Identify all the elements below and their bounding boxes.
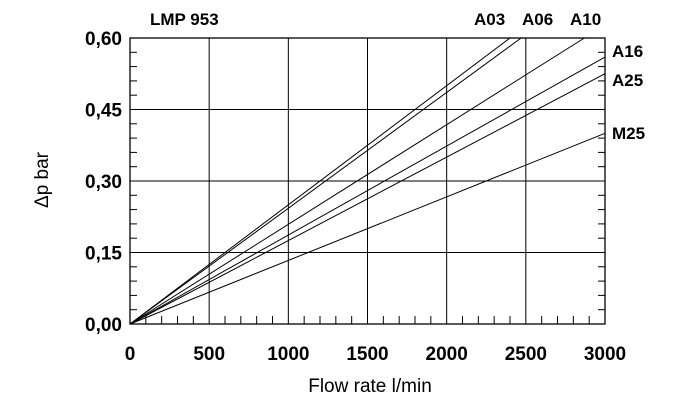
x-tick-label: 1000	[267, 344, 309, 365]
series-label-a03: A03	[474, 10, 505, 29]
series-line-a25	[129, 73, 606, 325]
y-tick-label: 0,45	[85, 101, 122, 122]
series-line-a16	[129, 56, 606, 325]
x-tick-label: 2000	[426, 344, 468, 365]
series-lines	[129, 37, 606, 325]
x-tick-label: 3000	[584, 344, 626, 365]
y-tick-label: 0,00	[85, 315, 122, 336]
series-label-m25: M25	[612, 124, 645, 143]
x-tick-label: 2500	[505, 344, 547, 365]
series-line-m25	[129, 132, 606, 325]
y-tick-labels: 0,00 0,15 0,30 0,45 0,60	[85, 29, 122, 336]
x-tick-label: 1500	[346, 344, 388, 365]
x-axis-label: Flow rate l/min	[308, 376, 432, 397]
series-label-a16: A16	[612, 42, 643, 61]
y-axis-label: Δp bar	[32, 151, 53, 208]
minor-ticks	[130, 51, 605, 324]
x-tick-label: 500	[193, 344, 225, 365]
y-tick-label: 0,30	[85, 172, 122, 193]
series-labels: A03 A06 A10 A16 A25 M25	[474, 10, 645, 143]
y-tick-label: 0,15	[85, 244, 122, 265]
series-label-a06: A06	[522, 10, 553, 29]
y-tick-label: 0,60	[85, 29, 122, 50]
series-line-a06	[129, 37, 522, 325]
series-label-a25: A25	[612, 71, 643, 90]
series-label-a10: A10	[570, 10, 601, 29]
series-line-a03	[129, 37, 511, 325]
chart-title: LMP 953	[150, 10, 219, 29]
x-tick-label: 0	[125, 344, 136, 365]
x-tick-labels: 0 500 1000 1500 2000 2500 3000	[125, 344, 626, 365]
series-line-a10	[129, 37, 585, 325]
plot-frame	[129, 37, 606, 325]
grid	[130, 38, 605, 324]
